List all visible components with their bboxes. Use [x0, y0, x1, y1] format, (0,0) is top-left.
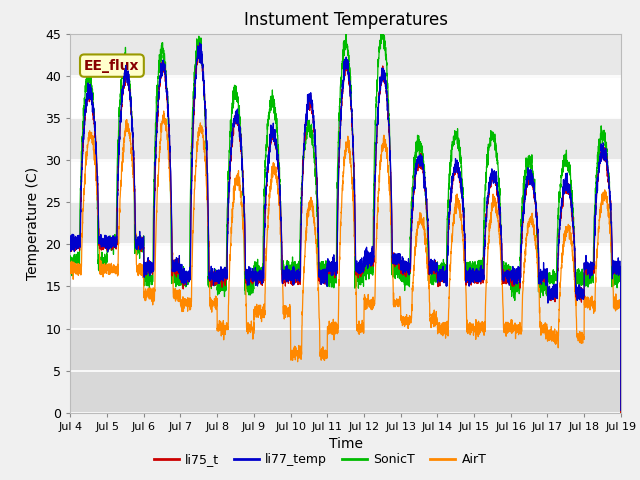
Legend: li75_t, li77_temp, SonicT, AirT: li75_t, li77_temp, SonicT, AirT [148, 448, 492, 471]
Y-axis label: Temperature (C): Temperature (C) [26, 167, 40, 280]
X-axis label: Time: Time [328, 437, 363, 451]
Bar [70, 371, 621, 413]
Bar [70, 34, 621, 76]
Bar [70, 287, 621, 328]
Text: EE_flux: EE_flux [84, 59, 140, 72]
Bar [70, 202, 621, 244]
Bar [70, 328, 621, 413]
Title: Instument Temperatures: Instument Temperatures [244, 11, 447, 29]
Bar [70, 118, 621, 160]
